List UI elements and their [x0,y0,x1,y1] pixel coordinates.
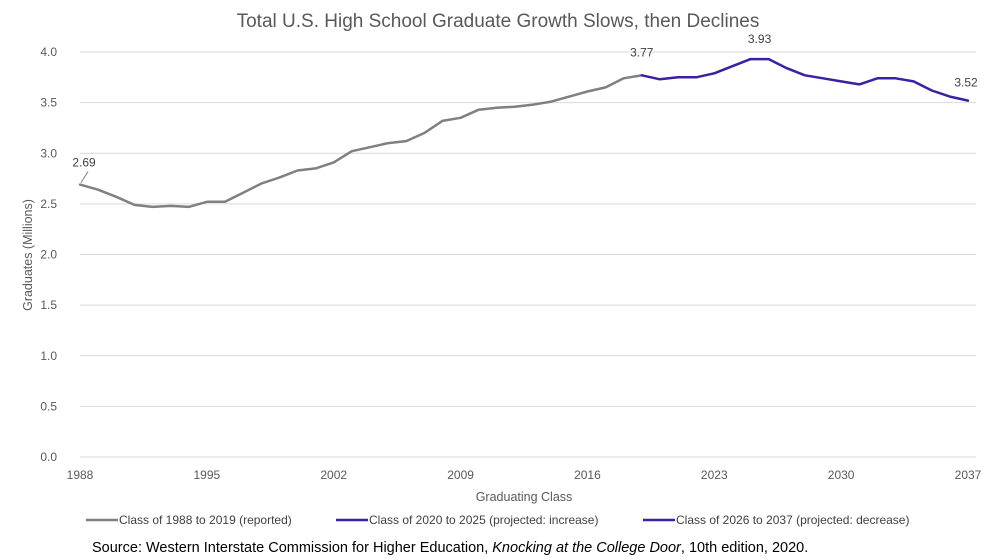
data-label: 3.93 [748,32,772,46]
data-label: 3.52 [954,76,978,90]
series-line-3 [749,57,970,102]
legend-label: Class of 2020 to 2025 (projected: increa… [369,513,598,527]
y-tick-label: 3.0 [40,146,57,160]
legend: Class of 1988 to 2019 (reported) Class of… [86,513,909,527]
y-tick-label: 4.0 [40,45,57,59]
source-prefix: Source: Western Interstate Commission fo… [92,540,493,556]
series-line-2 [640,57,752,81]
y-axis-ticks: 0.0 0.5 1.0 1.5 2.0 2.5 3.0 3.5 4.0 [40,45,57,464]
x-tick-label: 2016 [574,468,601,482]
x-tick-label: 1988 [67,468,94,482]
source-note: Source: Western Interstate Commission fo… [92,540,808,556]
annotation-leader-line [80,171,89,183]
y-tick-label: 2.5 [40,197,57,211]
y-tick-label: 0.5 [40,399,57,413]
y-tick-label: 1.0 [40,349,57,363]
chart-title: Total U.S. High School Graduate Growth S… [237,11,760,32]
x-tick-label: 2030 [828,468,855,482]
y-tick-label: 3.5 [40,96,57,110]
line-chart: Total U.S. High School Graduate Growth S… [21,11,982,527]
y-tick-label: 1.5 [40,298,57,312]
x-axis-ticks: 1988 1995 2002 2009 2016 2023 2030 2037 [67,468,982,482]
x-tick-label: 2023 [701,468,728,482]
x-tick-label: 1995 [194,468,221,482]
x-tick-label: 2009 [447,468,474,482]
legend-label: Class of 1988 to 2019 (reported) [119,513,292,527]
source-suffix: , 10th edition, 2020. [680,540,809,556]
data-label: 3.77 [630,45,654,59]
y-tick-label: 0.0 [40,450,57,464]
x-tick-label: 2002 [320,468,347,482]
x-axis-label: Graduating Class [476,490,573,504]
legend-label: Class of 2026 to 2037 (projected: decrea… [676,513,909,527]
y-axis-label: Graduates (Millions) [21,199,35,311]
data-label: 2.69 [72,156,96,170]
gridlines [80,51,976,458]
y-tick-label: 2.0 [40,248,57,262]
series-line-1 [78,74,644,209]
series-lines [78,57,970,209]
x-tick-label: 2037 [955,468,982,482]
source-title: Knocking at the College Door [492,540,681,556]
data-labels: 2.69 3.77 3.93 3.52 [72,32,978,183]
